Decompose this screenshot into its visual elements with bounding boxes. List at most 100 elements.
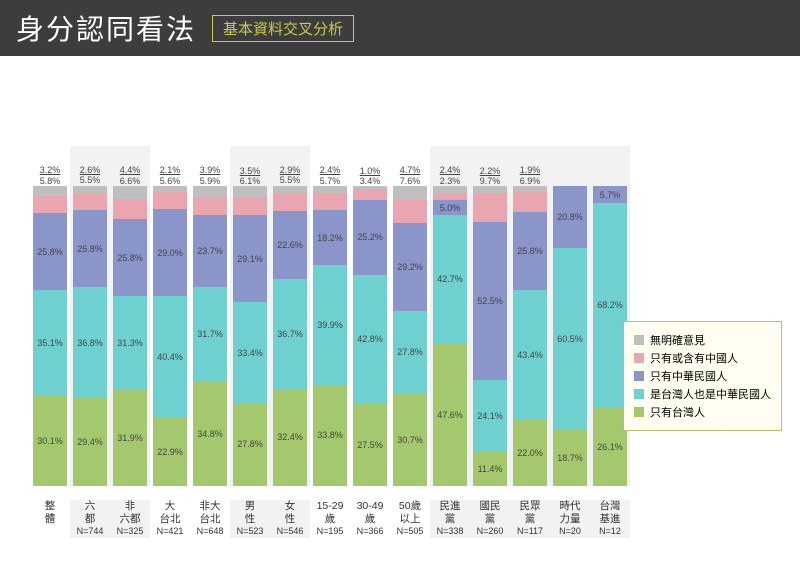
bar-segment <box>513 186 547 192</box>
bar-segment <box>273 186 307 195</box>
bar-segment: 29.4% <box>73 398 107 486</box>
bar-top-labels: 2.9%5.5% <box>280 165 301 186</box>
legend: 無明確意見只有或含有中國人只有中華民國人是台灣人也是中華民國人只有台灣人 <box>623 321 782 431</box>
bar-segment <box>433 186 467 193</box>
bar-segment: 25.2% <box>353 200 387 276</box>
bar-segment: 27.8% <box>393 311 427 394</box>
axis-label: 非大台北N=648 <box>190 500 230 538</box>
bar-segment <box>473 186 507 193</box>
bar-segment <box>433 193 467 200</box>
bar-segment: 29.0% <box>153 209 187 296</box>
bar-segment: 33.4% <box>233 302 267 402</box>
axis-label: 男性N=523 <box>230 500 270 538</box>
stacked-bar: 47.6%42.7%5.0%2.4%2.3% <box>433 186 467 486</box>
header-bar: 身分認同看法 基本資料交叉分析 <box>0 0 800 56</box>
bar-segment: 31.9% <box>113 390 147 486</box>
bar-column: 18.7%60.5%20.8% <box>550 146 590 486</box>
bar-segment: 18.2% <box>313 210 347 265</box>
bar-segment: 31.7% <box>193 287 227 382</box>
legend-item: 只有台灣人 <box>634 404 771 420</box>
bar-segment: 39.9% <box>313 265 347 385</box>
bar-top-labels: 2.4%2.3% <box>440 165 461 186</box>
axis-label: 時代力量N=20 <box>550 500 590 538</box>
bar-segment <box>193 198 227 216</box>
bar-segment <box>113 186 147 199</box>
bar-segment: 30.7% <box>393 394 427 486</box>
bar-segment: 25.8% <box>33 213 67 290</box>
bar-segment: 47.6% <box>433 343 467 486</box>
legend-swatch <box>634 371 644 381</box>
bar-segment: 26.1% <box>593 408 627 486</box>
axis-label: 15-29歲N=195 <box>310 500 350 538</box>
stacked-bar: 30.7%27.8%29.2%4.7%7.6% <box>393 186 427 486</box>
stacked-bar: 26.1%68.2%5.7% <box>593 186 627 486</box>
axis-label: 國民黨N=260 <box>470 500 510 538</box>
axis-label: 大台北N=421 <box>150 500 190 538</box>
bar-segment: 60.5% <box>553 248 587 430</box>
legend-label: 無明確意見 <box>650 332 705 348</box>
stacked-bar: 30.1%35.1%25.8%3.2%5.8% <box>33 186 67 486</box>
bar-segment <box>313 193 347 210</box>
bar-segment <box>193 186 227 198</box>
bar-segment: 30.1% <box>33 396 67 486</box>
axis-label: 50歲以上N=505 <box>390 500 430 538</box>
bar-column: 22.0%43.4%25.8%1.9%6.9% <box>510 146 550 486</box>
bar-segment <box>233 186 267 197</box>
legend-swatch <box>634 353 644 363</box>
bar-segment <box>313 186 347 193</box>
axis-label: 民眾黨N=117 <box>510 500 550 538</box>
bar-segment: 27.5% <box>353 404 387 487</box>
legend-swatch <box>634 407 644 417</box>
bar-column: 30.1%35.1%25.8%3.2%5.8% <box>30 146 70 486</box>
legend-item: 只有中華民國人 <box>634 368 771 384</box>
bar-column: 33.8%39.9%18.2% 2.4%5.7% <box>310 146 350 486</box>
stacked-bar: 11.4%24.1%52.5%2.2%9.7% <box>473 186 507 486</box>
axis-label: 台灣基進N=12 <box>590 500 630 538</box>
stacked-bar: 33.8%39.9%18.2%2.4%5.7% <box>313 186 347 486</box>
axis-label: 30-49歲N=366 <box>350 500 390 538</box>
bar-column: 30.7%27.8%29.2%4.7%7.6% <box>390 146 430 486</box>
legend-swatch <box>634 389 644 399</box>
stacked-bar: 18.7%60.5%20.8% <box>553 186 587 486</box>
bar-segment: 34.8% <box>193 382 227 486</box>
bar-segment <box>33 186 67 196</box>
bar-segment: 22.6% <box>273 211 307 279</box>
legend-label: 只有台灣人 <box>650 404 705 420</box>
bar-segment <box>233 197 267 215</box>
bar-segment: 18.7% <box>553 430 587 486</box>
bar-segment: 33.8% <box>313 385 347 486</box>
stacked-bar: 22.9%40.4%29.0%2.1%5.6% <box>153 186 187 486</box>
axis-label: 六都N=744 <box>70 500 110 538</box>
bar-segment <box>393 186 427 200</box>
bar-column: 26.1%68.2%5.7% <box>590 146 630 486</box>
bar-top-labels: 1.9%6.9% <box>520 165 541 186</box>
bar-segment <box>73 186 107 194</box>
stacked-bar: 27.5%42.8%25.2%1.0%3.4% <box>353 186 387 486</box>
bar-top-labels: 3.2%5.8% <box>40 165 61 186</box>
bar-segment: 11.4% <box>473 452 507 486</box>
stacked-bar: 29.4%36.8%25.8%2.6%5.5% <box>73 186 107 486</box>
bar-top-labels: 2.1%5.6% <box>160 165 181 186</box>
bar-segment: 29.1% <box>233 215 267 302</box>
bar-segment: 29.2% <box>393 223 427 311</box>
bar-segment <box>393 200 427 223</box>
legend-item: 是台灣人也是中華民國人 <box>634 386 771 402</box>
bar-top-labels: 2.2%9.7% <box>480 166 501 187</box>
bar-segment: 22.9% <box>153 417 187 486</box>
subtitle-badge: 基本資料交叉分析 <box>212 15 354 42</box>
bar-segment <box>273 194 307 211</box>
bar-segment <box>153 186 187 192</box>
bar-segment: 43.4% <box>513 290 547 420</box>
stacked-bar: 31.9%31.3%25.8%4.4%6.6% <box>113 186 147 486</box>
bar-column: 47.6%42.7%5.0%2.4%2.3% <box>430 146 470 486</box>
stacked-bar: 32.4%36.7%22.6%2.9%5.5% <box>273 186 307 486</box>
bar-segment <box>73 194 107 211</box>
bar-top-labels: 3.5%6.1% <box>240 166 261 187</box>
page-title: 身分認同看法 <box>16 8 196 48</box>
chart-container: 30.1%35.1%25.8%3.2%5.8%29.4%36.8%25.8%2.… <box>0 56 800 496</box>
bar-column: 29.4%36.8%25.8%2.6%5.5% <box>70 146 110 486</box>
bar-column: 31.9%31.3%25.8%4.4%6.6% <box>110 146 150 486</box>
legend-label: 只有中華民國人 <box>650 368 727 384</box>
bar-segment: 24.1% <box>473 380 507 452</box>
bar-top-labels: 2.4%5.7% <box>320 165 341 186</box>
